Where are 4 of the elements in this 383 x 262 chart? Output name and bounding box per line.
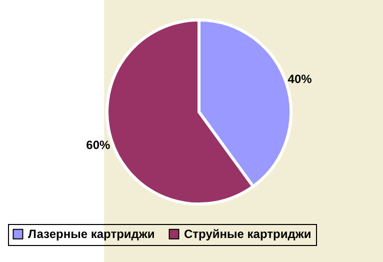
legend-label: Струйные картриджи [184,227,312,242]
legend-label: Лазерные картриджи [28,227,155,242]
data-label: 40% [288,72,312,86]
data-label: 60% [86,138,111,152]
